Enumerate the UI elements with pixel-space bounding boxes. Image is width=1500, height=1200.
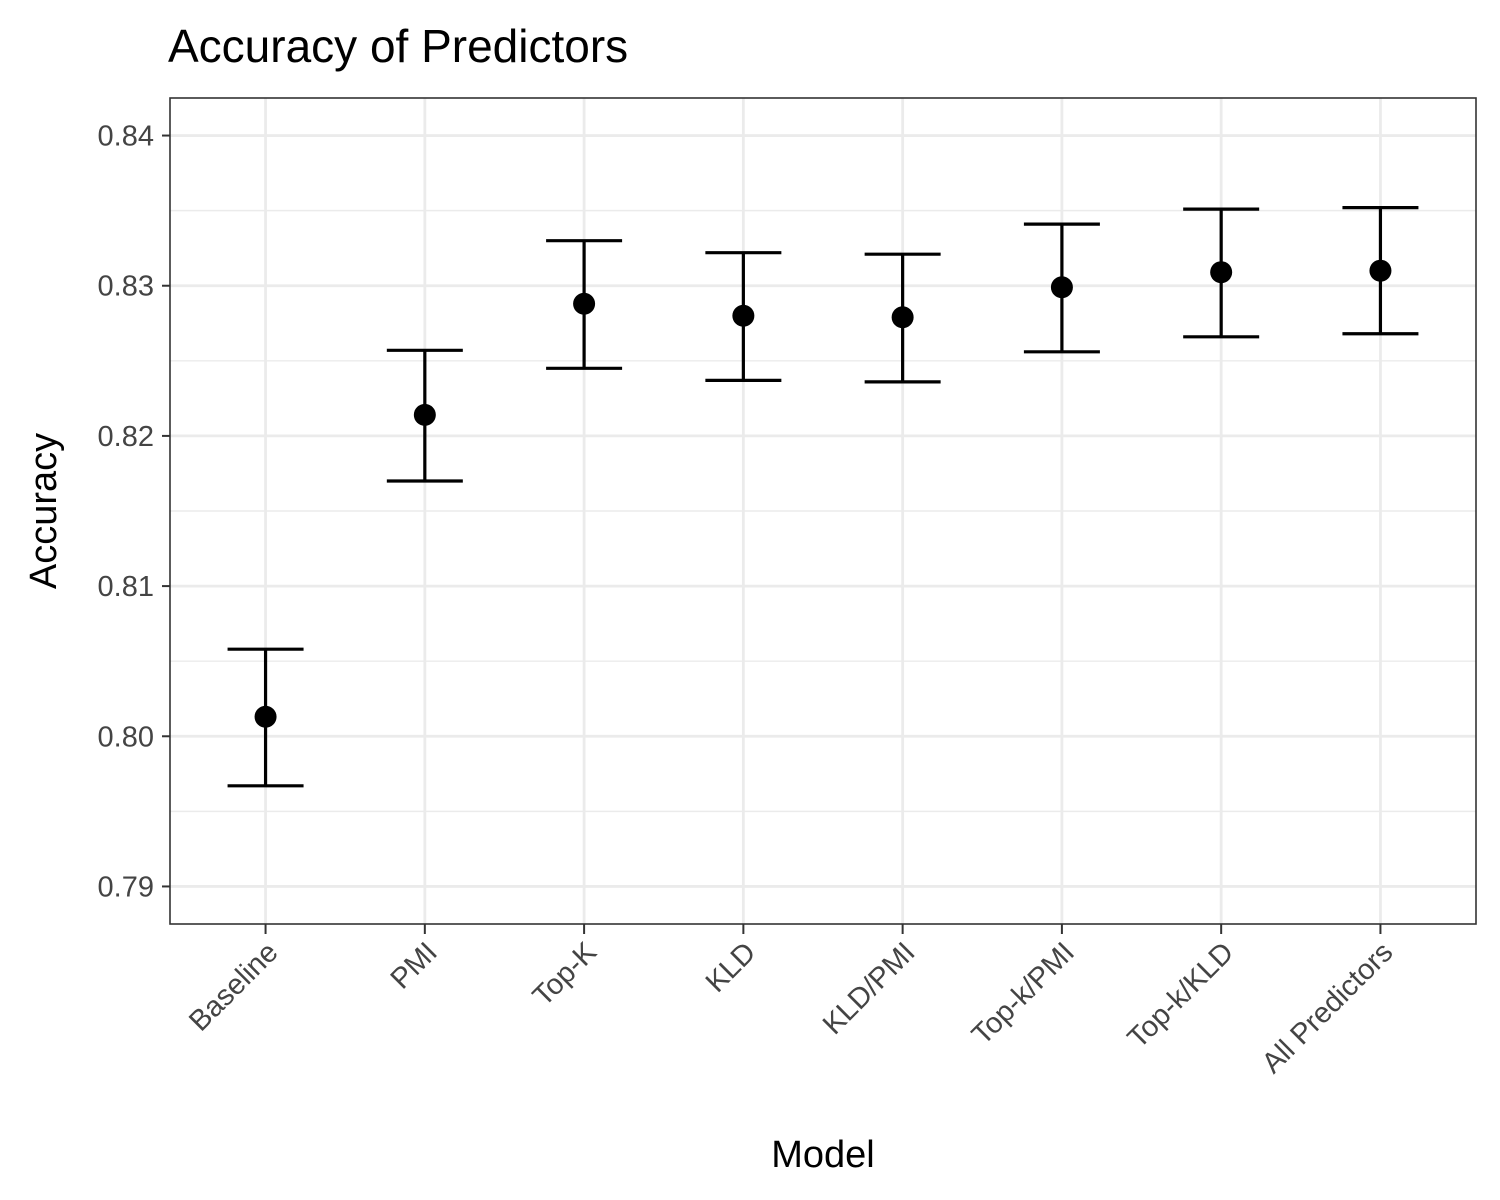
x-tick-label: Top-k/KLD <box>1122 936 1240 1054</box>
y-tick-label: 0.84 <box>98 121 154 153</box>
errorbar-group <box>386 348 463 483</box>
data-point <box>254 705 277 728</box>
chart-title: Accuracy of Predictors <box>168 20 628 72</box>
errorbar-group <box>546 239 623 370</box>
errorbar-group <box>705 251 782 382</box>
errorbar-group <box>1183 207 1260 339</box>
x-axis-title: Model <box>771 1134 875 1176</box>
x-tick-label: Baseline <box>183 936 284 1037</box>
x-tick-label: Top-k/PMI <box>966 936 1081 1051</box>
y-tick-label: 0.80 <box>98 721 154 753</box>
y-tick-label: 0.79 <box>98 871 154 903</box>
errorbar-group <box>864 252 941 384</box>
data-point <box>1369 259 1392 282</box>
errorbar-group <box>1023 222 1100 354</box>
data-marks <box>227 206 1419 788</box>
y-tick-label: 0.83 <box>98 271 154 303</box>
y-axis: 0.79 0.80 0.81 0.82 0.83 0.84 <box>98 121 170 903</box>
data-point <box>573 292 596 315</box>
x-tick-label: Top-K <box>527 936 604 1013</box>
x-tick-label: KLD/PMI <box>817 936 922 1041</box>
y-tick-label: 0.82 <box>98 421 154 453</box>
data-point <box>1050 276 1073 299</box>
x-tick-label: All Predictors <box>1256 936 1399 1079</box>
panel-border <box>169 97 1477 925</box>
x-axis: Baseline PMI Top-K KLD KLD/PMI Top-k/PMI Top-k… <box>183 924 1399 1080</box>
x-tick-label: KLD <box>700 936 763 999</box>
y-tick-label: 0.81 <box>98 571 154 603</box>
data-point <box>732 304 755 327</box>
x-tick-label: PMI <box>385 936 444 995</box>
data-point <box>1210 261 1233 284</box>
data-point <box>413 403 436 426</box>
errorbar-group <box>227 647 304 788</box>
data-point <box>891 306 914 329</box>
grid-lines <box>170 98 1476 924</box>
errorbar-group <box>1342 206 1419 336</box>
y-axis-title: Accuracy <box>23 433 65 589</box>
